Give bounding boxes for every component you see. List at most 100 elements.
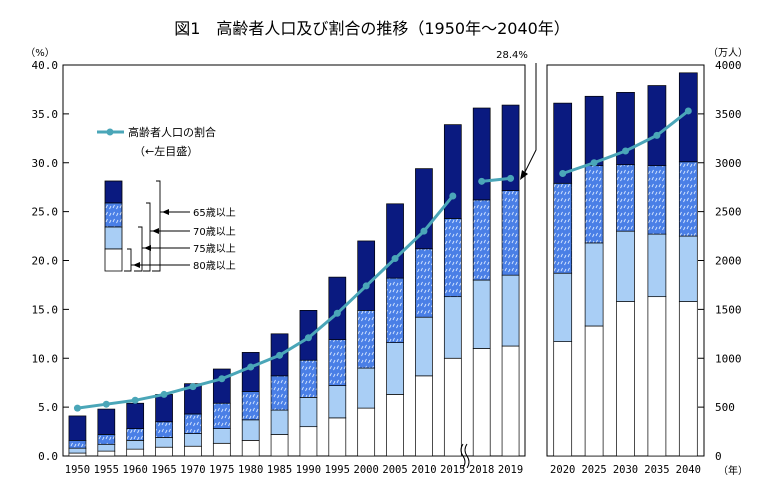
bar-segment-75-79 bbox=[328, 385, 347, 419]
bar-segment-75-79 bbox=[299, 397, 318, 428]
bar-segment-75-79 bbox=[616, 230, 635, 302]
bar-segment-70-74 bbox=[241, 391, 260, 421]
bar-segment-65-69 bbox=[212, 368, 231, 404]
right-tick-label: 1000 bbox=[715, 352, 742, 365]
bar-segment-80plus bbox=[647, 296, 667, 457]
right-axis-unit: （万人） bbox=[708, 47, 748, 59]
bar-segment-80plus bbox=[357, 407, 376, 457]
x-tick-label: 2030 bbox=[613, 464, 638, 476]
bar-segment-75-79 bbox=[443, 296, 462, 359]
x-tick-label: 1975 bbox=[209, 464, 234, 476]
peak-label: 28.4% bbox=[496, 50, 528, 61]
ratio-point bbox=[73, 404, 81, 412]
bar-segment-75-79 bbox=[678, 235, 698, 302]
bar-segment-80plus bbox=[212, 442, 231, 457]
ratio-point bbox=[218, 375, 226, 383]
right-tick-label: 0 bbox=[715, 450, 722, 463]
x-tick-label: 2019 bbox=[498, 464, 523, 476]
bar-segment-75-79 bbox=[472, 279, 491, 349]
x-axis-labels: 1950 1955 1960 1965 1970 1975 1980 1985 1990 1995… bbox=[65, 464, 701, 476]
legend-swatch-70 bbox=[104, 202, 123, 228]
x-tick-label: 1950 bbox=[65, 464, 90, 476]
x-tick-label: 1965 bbox=[151, 464, 176, 476]
ratio-point bbox=[420, 227, 428, 235]
peak-pointer bbox=[520, 63, 537, 180]
bar-segment-75-79 bbox=[270, 409, 289, 435]
x-tick-label: 2020 bbox=[550, 464, 575, 476]
bar-segment-75-79 bbox=[68, 447, 87, 454]
x-tick-label: 1990 bbox=[296, 464, 321, 476]
bar-segment-80plus bbox=[553, 341, 573, 457]
ratio-point bbox=[653, 131, 661, 139]
ratio-point bbox=[559, 170, 567, 178]
ratio-line bbox=[73, 107, 692, 412]
x-tick-label: 1985 bbox=[267, 464, 292, 476]
bar-segment-80plus bbox=[415, 375, 433, 457]
bar-segment-80plus bbox=[328, 417, 347, 457]
bar-segment-70-74 bbox=[553, 182, 573, 274]
right-tick-label: 2500 bbox=[715, 206, 742, 219]
ratio-line-path bbox=[77, 195, 454, 410]
right-tick-label: 3500 bbox=[715, 108, 742, 121]
bar-segment-70-74 bbox=[328, 339, 347, 386]
bars bbox=[68, 72, 698, 457]
bar-segment-75-79 bbox=[155, 437, 173, 448]
bar-segment-70-74 bbox=[270, 375, 289, 411]
x-tick-label: 2025 bbox=[581, 464, 606, 476]
bar-segment-65-69 bbox=[97, 408, 116, 435]
ratio-point bbox=[189, 383, 197, 391]
x-tick-label: 1995 bbox=[325, 464, 350, 476]
legend-line-note: （←左目盛） bbox=[134, 144, 198, 158]
left-tick-label: 25.0 bbox=[32, 206, 59, 219]
right-tick-label: 3000 bbox=[715, 157, 742, 170]
bar-segment-75-79 bbox=[184, 433, 202, 447]
legend-line-name: 高齢者人口の割合 bbox=[128, 125, 216, 139]
bar-segment-75-79 bbox=[212, 428, 231, 444]
ratio-point bbox=[160, 390, 168, 398]
legend-label-75: 75歳以上 bbox=[193, 243, 236, 255]
legend-label-65: 65歳以上 bbox=[193, 207, 236, 219]
bar-segment-70-74 bbox=[299, 359, 318, 398]
bar-segment-75-79 bbox=[647, 233, 667, 298]
x-tick-label: 1970 bbox=[180, 464, 205, 476]
left-tick-label: 30.0 bbox=[32, 157, 59, 170]
bar-segment-75-79 bbox=[126, 440, 145, 450]
left-tick-label: 10.0 bbox=[32, 352, 59, 365]
bar-segment-65-69 bbox=[126, 402, 145, 429]
bar-segment-80plus bbox=[155, 446, 173, 457]
bar-segment-65-69 bbox=[443, 124, 462, 219]
bar-segment-80plus bbox=[126, 448, 145, 457]
right-tick-label: 2000 bbox=[715, 255, 742, 268]
x-tick-label: 2005 bbox=[382, 464, 407, 476]
ratio-point bbox=[333, 309, 341, 317]
bar-segment-80plus bbox=[97, 450, 116, 457]
bar-segment-70-74 bbox=[443, 218, 462, 298]
x-tick-label: 1960 bbox=[123, 464, 148, 476]
left-tick-label: 20.0 bbox=[32, 255, 59, 268]
left-tick-label: 0.0 bbox=[38, 450, 58, 463]
bar-segment-80plus bbox=[299, 426, 318, 457]
legend-label-70: 70歳以上 bbox=[193, 226, 236, 238]
bar-segment-80plus bbox=[443, 357, 462, 457]
legend-line-marker bbox=[106, 128, 114, 136]
right-tick-label: 1500 bbox=[715, 303, 742, 316]
ratio-point bbox=[362, 282, 370, 290]
bar-segment-70-74 bbox=[126, 428, 145, 441]
bar-segment-80plus bbox=[616, 301, 635, 457]
bar-segment-65-69 bbox=[616, 92, 635, 166]
axis-break-mark bbox=[460, 443, 470, 469]
right-tick-label: 500 bbox=[715, 401, 735, 414]
left-tick-label: 40.0 bbox=[32, 59, 59, 72]
bar-segment-70-74 bbox=[616, 164, 635, 232]
left-axis-unit: （%） bbox=[25, 47, 55, 59]
bar-segment-80plus bbox=[472, 348, 491, 457]
ratio-point bbox=[684, 107, 692, 115]
x-tick-label: 1955 bbox=[94, 464, 119, 476]
bar-segment-75-79 bbox=[241, 419, 260, 441]
bar-segment-75-79 bbox=[553, 272, 573, 342]
legend-swatch-65 bbox=[104, 180, 123, 204]
bar-segment-65-69 bbox=[328, 276, 347, 341]
bar-segment-65-69 bbox=[357, 240, 376, 311]
x-tick-label: 2000 bbox=[354, 464, 379, 476]
